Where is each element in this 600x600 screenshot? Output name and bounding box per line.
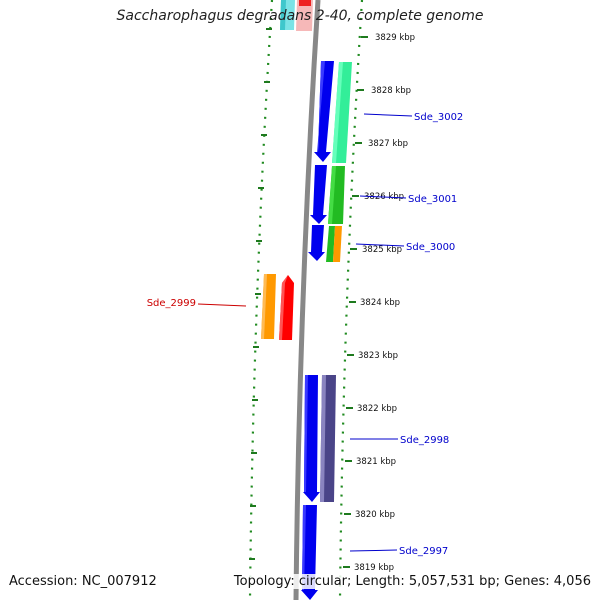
gene-label-sde-3002[interactable]: Sde_3002 xyxy=(414,112,463,123)
topology-summary-text: Topology: circular; Length: 5,057,531 bp… xyxy=(233,574,591,589)
kbp-tick-label: 3824 kbp xyxy=(360,298,400,308)
gene-blue-3001[interactable] xyxy=(310,165,327,224)
genome-backbone xyxy=(293,0,321,600)
kbp-tick-label: 3822 kbp xyxy=(357,404,397,414)
kbp-tick-label: 3821 kbp xyxy=(356,457,396,467)
kbp-tick-label: 3825 kbp xyxy=(362,245,402,255)
gene-label-sde-2998[interactable]: Sde_2998 xyxy=(400,435,449,446)
gene-label-sde-2997[interactable]: Sde_2997 xyxy=(399,546,448,557)
gene-label-sde-3000[interactable]: Sde_3000 xyxy=(406,242,455,253)
topology-summary: Topology: circular; Length: 5,057,531 bp… xyxy=(233,574,591,589)
gene-label-leaders xyxy=(197,113,413,552)
gene-label-sde-2999[interactable]: Sde_2999 xyxy=(147,298,196,309)
kbp-tick-marks xyxy=(343,36,368,568)
genome-title: Saccharophagus degradans 2-40, complete … xyxy=(116,8,484,24)
gene-orange-2999[interactable] xyxy=(261,274,276,339)
gene-top-red[interactable] xyxy=(296,0,313,31)
accession-text: Accession: NC_007912 xyxy=(9,574,157,589)
gene-red-2999[interactable] xyxy=(279,275,294,340)
kbp-tick-label: 3829 kbp xyxy=(375,33,415,43)
gene-blue-3000[interactable] xyxy=(308,225,325,261)
gene-labels: Sde_3002 Sde_3001 Sde_3000 Sde_2999 Sde_… xyxy=(147,112,464,557)
gene-slate-2998[interactable] xyxy=(320,375,336,502)
kbp-tick-label: 3820 kbp xyxy=(355,510,395,520)
gene-blue-2998[interactable] xyxy=(303,375,320,502)
gene-green-3001[interactable] xyxy=(328,166,345,224)
gene-top-cyan[interactable] xyxy=(280,0,295,30)
kbp-tick-label: 3819 kbp xyxy=(354,563,394,573)
kbp-tick-labels: 3829 kbp 3828 kbp 3827 kbp 3826 kbp 3825… xyxy=(354,33,415,573)
kbp-tick-label: 3828 kbp xyxy=(371,86,411,96)
kbp-tick-label: 3827 kbp xyxy=(368,139,408,149)
gene-label-sde-3001[interactable]: Sde_3001 xyxy=(408,194,457,205)
kbp-tick-label: 3823 kbp xyxy=(358,351,398,361)
gene-blue-3002[interactable] xyxy=(314,61,334,162)
gene-green-3000[interactable] xyxy=(326,226,335,262)
inner-track-dashes xyxy=(249,28,272,560)
gene-orange-3000[interactable] xyxy=(333,226,342,262)
gene-green-3002[interactable] xyxy=(332,62,352,163)
